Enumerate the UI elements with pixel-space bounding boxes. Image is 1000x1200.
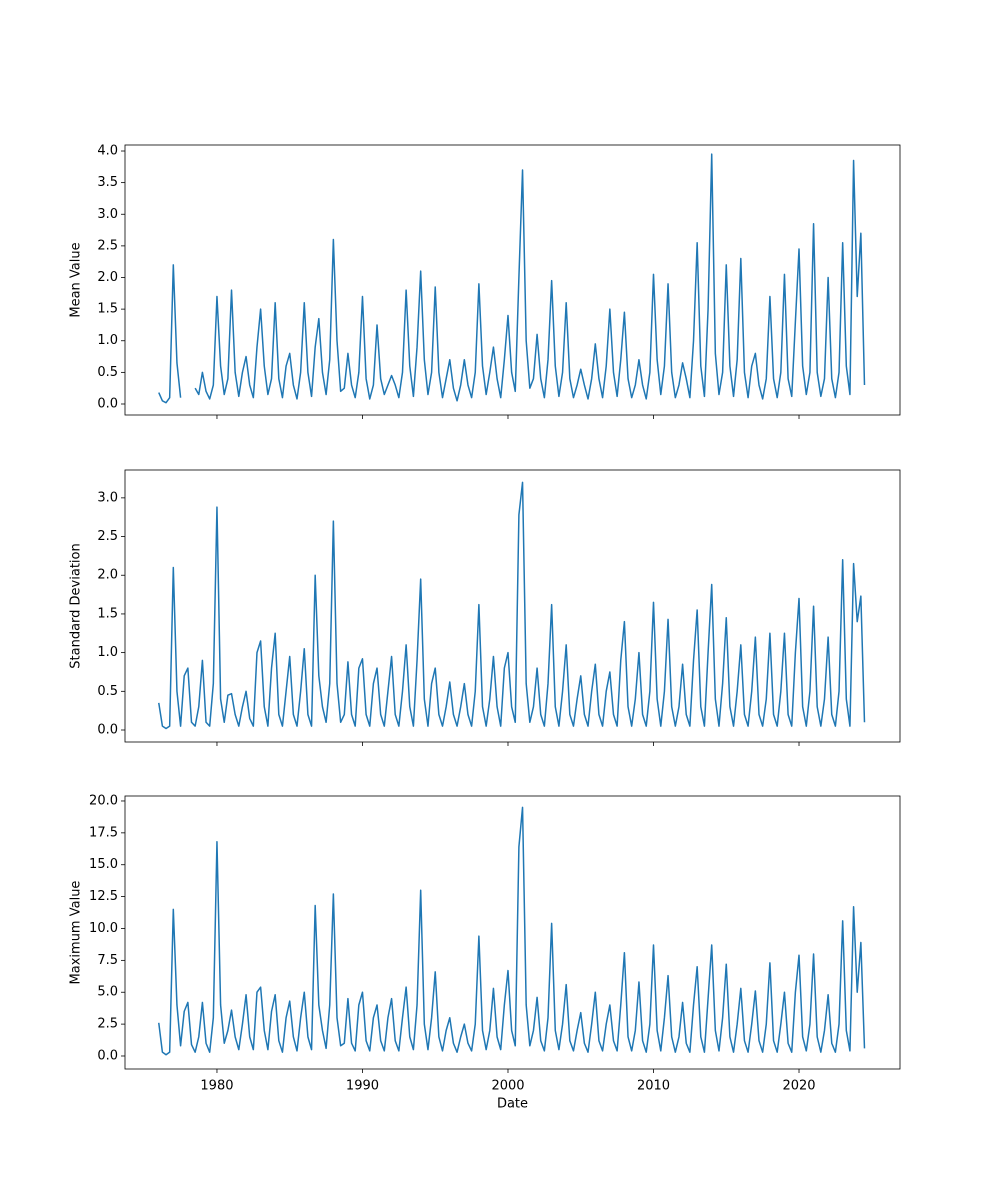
x-axis-label: Date xyxy=(497,1097,528,1112)
y-tick-label: 12.5 xyxy=(89,889,118,904)
y-tick-label: 0.5 xyxy=(97,365,118,380)
x-tick-label: 1980 xyxy=(200,1079,233,1094)
y-tick-label: 15.0 xyxy=(89,857,118,872)
y-tick-label: 1.5 xyxy=(97,606,118,621)
data-line xyxy=(158,153,866,404)
x-tick-label: 1990 xyxy=(346,1079,379,1094)
y-tick-label: 1.0 xyxy=(97,645,118,660)
y-axis-label: Maximum Value xyxy=(69,881,84,985)
x-tick-label: 2000 xyxy=(491,1079,524,1094)
y-tick-label: 3.0 xyxy=(97,490,118,505)
y-tick-label: 0.5 xyxy=(97,684,118,699)
data-line xyxy=(158,806,866,1056)
y-tick-label: 10.0 xyxy=(89,921,118,936)
y-tick-label: 5.0 xyxy=(97,985,118,1000)
y-tick-label: 17.5 xyxy=(89,825,118,840)
y-tick-label: 3.5 xyxy=(97,175,118,190)
y-tick-label: 2.0 xyxy=(97,270,118,285)
x-tick-label: 2010 xyxy=(637,1079,670,1094)
y-axis-label: Mean Value xyxy=(69,242,84,317)
y-tick-label: 2.5 xyxy=(97,529,118,544)
y-axis-label: Standard Deviation xyxy=(69,543,84,668)
x-tick-label: 2020 xyxy=(782,1079,815,1094)
y-tick-label: 2.5 xyxy=(97,238,118,253)
y-tick-label: 4.0 xyxy=(97,144,118,159)
y-tick-label: 1.5 xyxy=(97,302,118,317)
y-tick-label: 1.0 xyxy=(97,333,118,348)
data-line xyxy=(158,481,866,730)
y-tick-label: 3.0 xyxy=(97,207,118,222)
axes-frame xyxy=(124,795,901,1070)
axes-frame xyxy=(124,469,901,743)
y-tick-label: 2.0 xyxy=(97,568,118,583)
y-tick-label: 2.5 xyxy=(97,1017,118,1032)
y-tick-label: 20.0 xyxy=(89,793,118,808)
axes-frame xyxy=(124,144,901,416)
y-tick-label: 0.0 xyxy=(97,1048,118,1063)
y-tick-label: 0.0 xyxy=(97,723,118,738)
y-tick-label: 0.0 xyxy=(97,396,118,411)
y-tick-label: 7.5 xyxy=(97,953,118,968)
